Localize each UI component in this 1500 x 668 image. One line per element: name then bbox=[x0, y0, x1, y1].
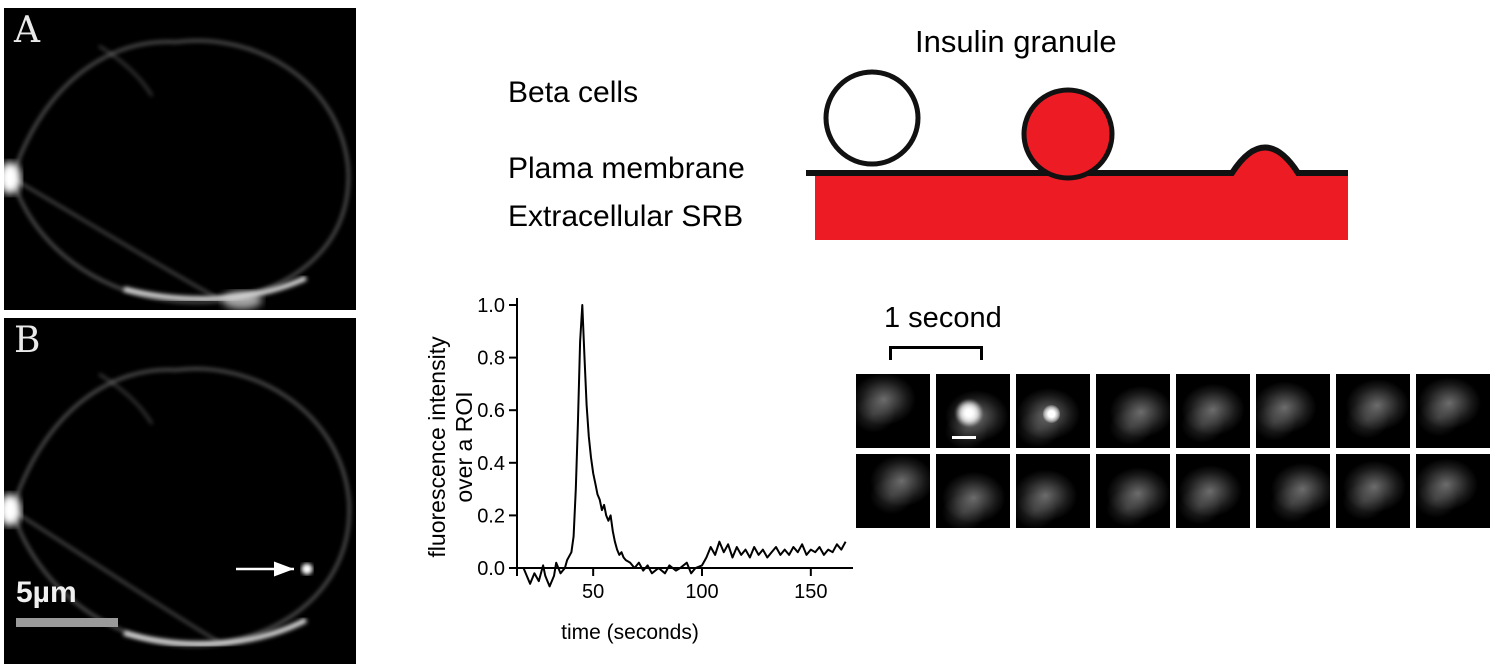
x-tick-label: 150 bbox=[794, 581, 827, 603]
scale-bar bbox=[16, 618, 118, 627]
sequence-frame-16 bbox=[1416, 454, 1490, 528]
plasma-membrane-line bbox=[806, 144, 1348, 176]
sequence-frame-6 bbox=[1256, 374, 1330, 448]
sequence-frame-4 bbox=[1096, 374, 1170, 448]
sequence-frame-10 bbox=[936, 454, 1010, 528]
panel-b-microscopy-image: B 5µm bbox=[4, 318, 356, 664]
panel-a-microscopy-image: A bbox=[4, 8, 356, 310]
schematic-diagram bbox=[806, 69, 1348, 240]
fusion-event-spot bbox=[301, 563, 313, 575]
sequence-frame-9 bbox=[856, 454, 930, 528]
sequence-duration-bracket bbox=[889, 346, 983, 360]
bright-left-structure bbox=[4, 494, 21, 526]
sequence-frame-11 bbox=[1016, 454, 1090, 528]
panel-label-a: A bbox=[14, 10, 40, 51]
fusing-granule-circle bbox=[1021, 87, 1115, 181]
faint-diagonal-filament bbox=[11, 177, 220, 300]
frame-sequence-grid bbox=[856, 374, 1490, 528]
sequence-frame-3 bbox=[1016, 374, 1090, 448]
sequence-frame-7 bbox=[1336, 374, 1410, 448]
y-tick-label: 0.6 bbox=[477, 400, 505, 422]
label-extracellular-srb: Extracellular SRB bbox=[508, 200, 744, 233]
chart-x-axis-label: time (seconds) bbox=[561, 621, 699, 644]
y-tick-label: 0.4 bbox=[477, 453, 505, 475]
x-tick-label: 100 bbox=[685, 581, 718, 603]
fluorescence-trace-line bbox=[522, 304, 847, 588]
sequence-frame-5 bbox=[1176, 374, 1250, 448]
extracellular-srb-region bbox=[815, 172, 1348, 240]
sequence-duration-label: 1 second bbox=[884, 302, 1002, 334]
sequence-frame-2 bbox=[936, 374, 1010, 448]
frame-scale-bar bbox=[952, 436, 976, 439]
x-tick-label: 50 bbox=[582, 581, 604, 603]
y-tick-label: 0.2 bbox=[477, 505, 505, 527]
cell-image-b bbox=[4, 367, 351, 647]
bright-bottom-membrane bbox=[123, 617, 308, 647]
sequence-frame-8 bbox=[1416, 374, 1490, 448]
faint-top-filament bbox=[98, 372, 154, 425]
y-tick-label: 0.8 bbox=[477, 348, 505, 370]
bright-bottom-spot bbox=[222, 291, 262, 309]
bright-left-structure bbox=[4, 162, 21, 194]
sequence-frame-15 bbox=[1336, 454, 1410, 528]
label-plasma-membrane: Plama membrane bbox=[508, 152, 745, 185]
cell-membrane-outline bbox=[10, 39, 350, 304]
y-tick-label: 1.0 bbox=[477, 295, 505, 317]
label-beta-cells: Beta cells bbox=[508, 76, 639, 109]
y-axis-label-line1: fluorescence intensity bbox=[424, 336, 450, 558]
faint-diagonal-filament bbox=[11, 509, 220, 643]
sequence-frame-1 bbox=[856, 374, 930, 448]
cell-image-a bbox=[4, 39, 350, 309]
scale-bar-label: 5µm bbox=[16, 576, 77, 609]
fluorescence-intensity-chart: 0.0 0.2 0.4 0.6 0.8 1.0 50 100 150 bbox=[477, 295, 853, 603]
faint-top-filament bbox=[98, 44, 154, 97]
sequence-frame-14 bbox=[1256, 454, 1330, 528]
label-insulin-granule: Insulin granule bbox=[915, 24, 1117, 59]
docked-granule-circle bbox=[823, 69, 921, 167]
panel-label-b: B bbox=[14, 320, 41, 361]
y-tick-label: 0.0 bbox=[477, 558, 505, 580]
sequence-frame-13 bbox=[1176, 454, 1250, 528]
sequence-frame-12 bbox=[1096, 454, 1170, 528]
